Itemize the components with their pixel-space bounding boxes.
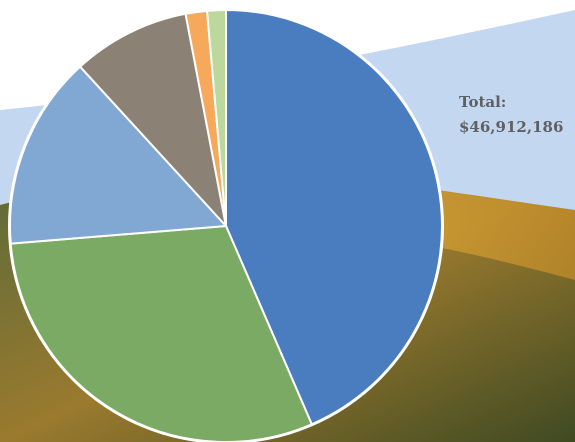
total-value: $46,912,186 xyxy=(459,118,563,136)
pie-slice xyxy=(206,9,227,227)
pie-slice xyxy=(9,65,227,245)
pie-slice xyxy=(225,9,443,426)
pie-slice xyxy=(79,12,227,227)
pie xyxy=(8,8,444,442)
pie-slice xyxy=(9,225,313,442)
total-label: Total: xyxy=(459,93,506,111)
